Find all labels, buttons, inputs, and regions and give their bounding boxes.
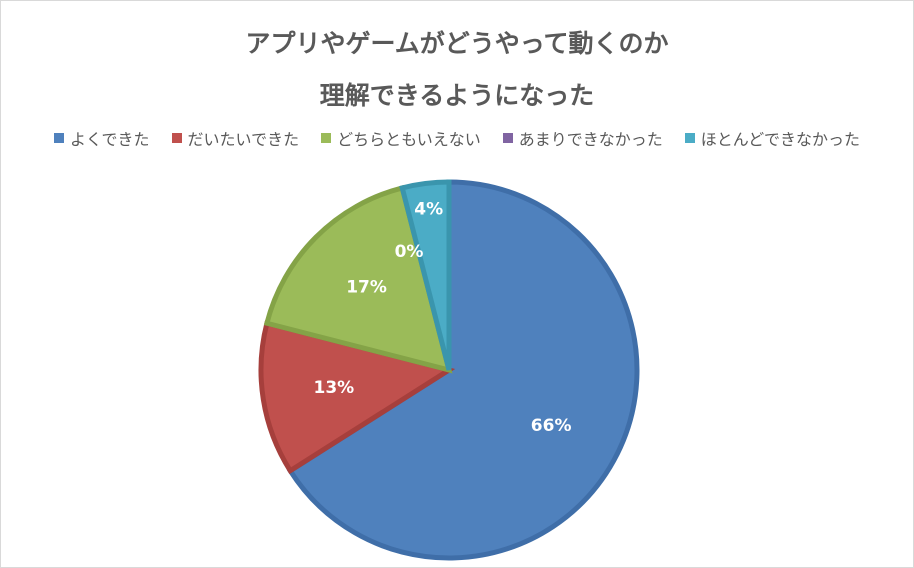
pie-slice-2 <box>263 184 453 374</box>
pie-slice-4 <box>399 179 452 371</box>
legend-item-1: だいたいできた <box>171 126 300 150</box>
data-label-0: 66% <box>531 416 572 436</box>
data-label-3: 0% <box>395 242 424 262</box>
legend-swatch-2 <box>321 133 332 143</box>
legend-item-0: よくできた <box>54 126 150 150</box>
chart-title-line-1: アプリやゲームがどうやって動くのか <box>245 29 669 58</box>
legend-label-2: どちらともいえない <box>337 130 481 149</box>
legend-label-1: だいたいできた <box>187 130 300 149</box>
chart-title-line-2: 理解できるようになった <box>319 81 595 110</box>
legend-item-2: どちらともいえない <box>321 126 481 150</box>
data-label-2: 17% <box>346 278 387 298</box>
legend-item-3: あまりできなかった <box>502 126 663 150</box>
legend-item-4: ほとんどできなかった <box>684 126 860 150</box>
legend-label-0: よくできた <box>70 130 150 149</box>
pie-slice-0 <box>286 179 640 561</box>
pie-slices <box>258 179 640 561</box>
legend-swatch-4 <box>684 133 695 143</box>
data-label-1: 13% <box>314 378 355 398</box>
legend-swatch-0 <box>54 133 65 143</box>
data-label-4: 4% <box>414 200 443 220</box>
legend-label-3: あまりできなかった <box>518 130 663 149</box>
pie-data-labels: 66% 13% 17% 0% 4% <box>314 200 572 437</box>
legend-swatch-3 <box>502 133 513 143</box>
legend-label-4: ほとんどできなかった <box>700 130 860 149</box>
legend: よくできた だいたいできた どちらともいえない あまりできなかった ほとんどでき… <box>0 126 914 150</box>
legend-swatch-1 <box>171 133 182 143</box>
